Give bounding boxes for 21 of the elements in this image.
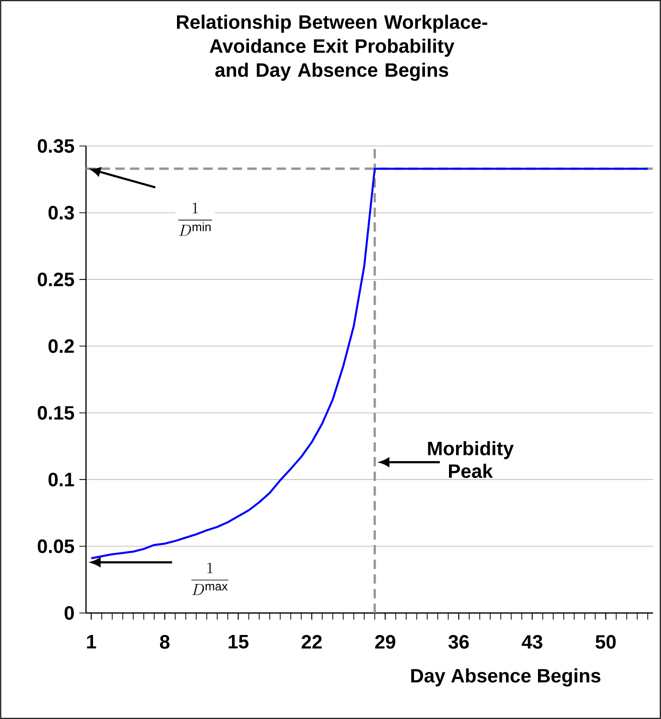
x-tick-label: 8 xyxy=(160,635,170,649)
annotation: $\frac{1}{D^{\mathrm{min}}}$ xyxy=(178,202,212,236)
x-tick-label: 36 xyxy=(448,635,469,649)
y-tick-label: 0.15 xyxy=(38,406,74,420)
y-tick-label: 0.35 xyxy=(38,139,74,153)
y-tick-label: 0.1 xyxy=(48,472,74,486)
annotation: Morbidity Peak xyxy=(428,441,514,478)
x-tick-label: 22 xyxy=(302,635,322,649)
x-tick-label: 29 xyxy=(375,635,396,649)
x-tick-label: 1 xyxy=(87,635,96,648)
x-tick-label: 15 xyxy=(228,635,248,649)
y-tick-label: 0 xyxy=(64,606,74,620)
annotation: $\frac{1}{D^{\mathrm{max}}}$ xyxy=(191,562,228,596)
x-axis-title: Day Absence Begins xyxy=(411,668,600,686)
x-tick-label: 50 xyxy=(596,635,616,649)
y-tick-label: 0.25 xyxy=(38,272,74,286)
chart-title: Relationship Between Workplace-Avoidance Exit Probability and Day Absence Begins xyxy=(176,14,488,81)
y-tick-label: 0.2 xyxy=(48,339,74,353)
x-tick-label: 43 xyxy=(522,635,542,649)
y-tick-label: 0.3 xyxy=(48,206,74,220)
y-tick-label: 0.05 xyxy=(38,539,74,554)
